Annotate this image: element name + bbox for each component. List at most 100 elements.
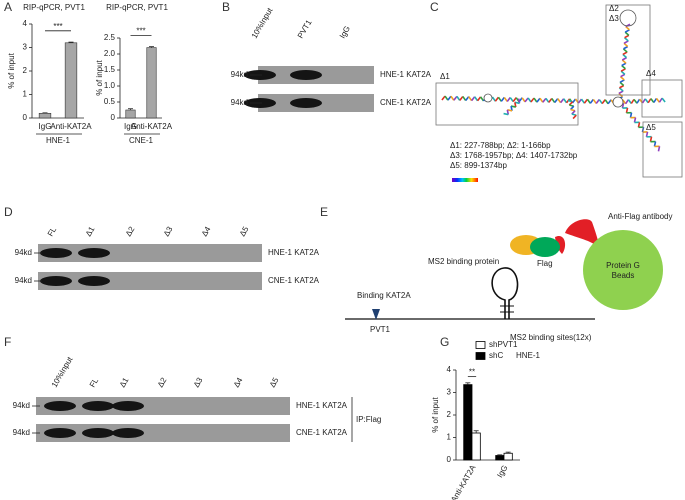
lane-label: Δ5	[268, 376, 281, 389]
region-box	[641, 79, 683, 118]
x-tick-label: Anti-KAT2A	[131, 122, 173, 131]
rna-label: PVT1	[370, 325, 391, 334]
region-label: Δ3	[609, 14, 619, 23]
rna-segment	[572, 114, 577, 120]
ip-label: IP:Flag	[356, 415, 381, 424]
blot-band	[40, 248, 72, 258]
rna-loop	[619, 9, 637, 27]
row-label: CNE-1 KAT2A	[268, 276, 320, 285]
marker-label: 94kd	[13, 428, 30, 437]
rna-segment	[653, 141, 657, 147]
binding-marker	[372, 309, 380, 320]
y-tick-label: 3	[23, 43, 28, 52]
lane-label: Δ2	[124, 225, 137, 238]
region-legend: Δ5: 899-1374bp	[450, 161, 507, 170]
legend-swatch	[475, 352, 486, 360]
lane-label: Δ1	[84, 225, 97, 238]
antibody-label: Anti-Flag antibody	[608, 212, 672, 221]
region-label: Δ4	[646, 69, 656, 78]
bar	[146, 47, 157, 119]
bead-label: Beads	[612, 271, 635, 280]
y-tick-label: 2.5	[104, 33, 116, 42]
blot-band	[112, 428, 144, 438]
rna-segment	[621, 102, 625, 109]
region-label: Δ5	[646, 123, 656, 132]
rna-loop	[483, 93, 493, 103]
panel-letter: A	[4, 0, 12, 14]
significance: **	[469, 368, 475, 377]
y-tick-label: 1.0	[104, 81, 116, 90]
marker-label: 94kd	[15, 276, 32, 285]
blot-band	[290, 98, 322, 108]
row-label: HNE-1 KAT2A	[268, 248, 320, 257]
marker-label: 94kd	[13, 401, 30, 410]
rna-segment	[637, 122, 641, 128]
marker-label: 94kd	[231, 70, 248, 79]
hairpin	[491, 267, 519, 319]
y-tick-label: 4	[23, 19, 28, 28]
x-tick-label: Anti-KAT2A	[449, 463, 478, 500]
binding-label: Binding KAT2A	[357, 291, 411, 300]
lane-label: Δ4	[232, 376, 245, 389]
chart-subtitle: HNE-1	[516, 351, 541, 360]
lane-label: FL	[46, 225, 59, 238]
lane-label: 10%Input	[50, 355, 75, 389]
rna-segment	[503, 112, 509, 116]
region-legend: Δ3: 1768-1957bp; Δ4: 1407-1732bp	[450, 151, 578, 160]
bar	[463, 384, 473, 461]
rna-loop	[612, 96, 624, 108]
chart-title: RIP-qPCR, PVT1	[106, 3, 168, 12]
lane-label: Δ4	[200, 225, 213, 238]
y-tick-label: 1.5	[104, 65, 116, 74]
rna-segment	[657, 146, 661, 152]
x-tick-label: Anti-KAT2A	[50, 122, 92, 131]
bar	[495, 455, 505, 461]
x-tick-label: IgG	[39, 122, 52, 131]
y-tick-label: 2.0	[104, 49, 116, 58]
y-axis-label: % of input	[95, 59, 104, 95]
flag-tag	[555, 235, 566, 254]
lane-label: Δ3	[162, 225, 175, 238]
flag-protein	[530, 237, 560, 257]
panel-letter: B	[222, 0, 230, 14]
blot-band	[82, 428, 114, 438]
y-tick-label: 3	[447, 388, 452, 397]
row-label: CNE-1 KAT2A	[380, 98, 432, 107]
rna-segment	[661, 97, 666, 103]
lane-label: IgG	[338, 24, 352, 40]
row-label: HNE-1 KAT2A	[380, 70, 432, 79]
lane-label: Δ1	[118, 376, 131, 389]
row-label: HNE-1 KAT2A	[296, 401, 348, 410]
rna-segment	[633, 117, 637, 123]
region-box	[605, 4, 651, 96]
region-box	[435, 82, 579, 126]
blot-band	[40, 276, 72, 286]
legend-swatch	[475, 341, 486, 349]
legend-label: shPVT1	[489, 340, 518, 349]
region-label: Δ1	[440, 72, 450, 81]
blot-band	[78, 248, 110, 258]
y-tick-label: 0	[23, 113, 28, 122]
y-axis-label: % of input	[431, 396, 440, 432]
y-tick-label: 4	[447, 365, 452, 374]
x-tick-label: IgG	[124, 122, 137, 131]
flag-label: Flag	[537, 259, 553, 268]
lane-label: 10%Input	[250, 6, 275, 40]
bar	[503, 452, 513, 461]
marker-label: 94kd	[231, 98, 248, 107]
blot-band	[290, 70, 322, 80]
blot-band	[44, 428, 76, 438]
bar	[125, 109, 136, 119]
bead-label: Protein G	[606, 261, 640, 270]
panel-letter: F	[4, 335, 11, 349]
panel-letter: G	[440, 335, 449, 349]
row-label: CNE-1 KAT2A	[296, 428, 348, 437]
protein-g-bead	[583, 230, 663, 310]
region-box	[642, 121, 683, 178]
significance: ***	[136, 27, 145, 36]
y-tick-label: 2	[23, 66, 28, 75]
y-tick-label: 0.5	[104, 97, 116, 106]
group-label: CNE-1	[129, 136, 154, 145]
y-axis-label: % of input	[7, 52, 16, 88]
